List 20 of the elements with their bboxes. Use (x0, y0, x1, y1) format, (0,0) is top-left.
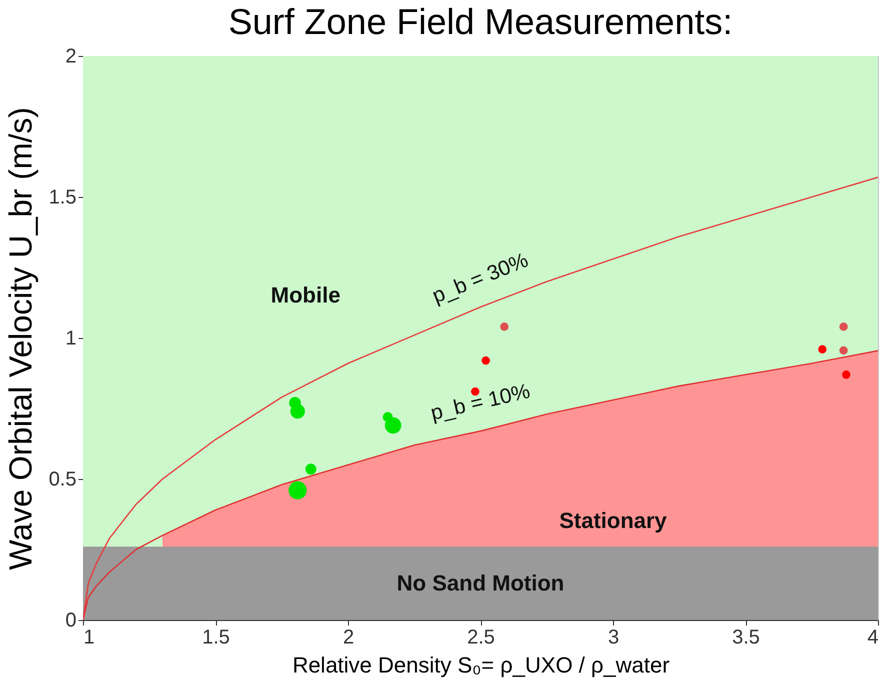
x-tick-label: 3 (608, 626, 620, 648)
x-tick-label: 4 (867, 626, 878, 648)
x-axis-title: Relative Density S₀= ρ_UXO / ρ_water (292, 652, 670, 678)
y-tick-label: 0 (65, 610, 76, 632)
text: p_b = 10% (428, 380, 532, 425)
y-tick-label: 1.5 (48, 186, 76, 208)
x-tick-label: 2.5 (467, 626, 495, 648)
series-label: Stationary (559, 508, 668, 534)
x-tick-label: 1 (84, 626, 95, 648)
text: p_b = 30% (429, 248, 532, 308)
band-label: Mobile (270, 282, 340, 308)
x-tick-label: 2 (342, 626, 354, 648)
y-tick-label: 1 (65, 328, 76, 350)
y-tick-label: 2 (65, 46, 76, 68)
y-tick-label: 0.5 (48, 468, 76, 490)
x-tick-label: 3.5 (732, 626, 760, 648)
band-label: No Sand Motion (396, 570, 564, 596)
chart-title: Surf Zone Field Measurements: (228, 1, 733, 42)
x-tick-label: 1.5 (202, 626, 230, 648)
y-axis-title: Wave Orbital Velocity U_br (m/s) (2, 107, 39, 570)
